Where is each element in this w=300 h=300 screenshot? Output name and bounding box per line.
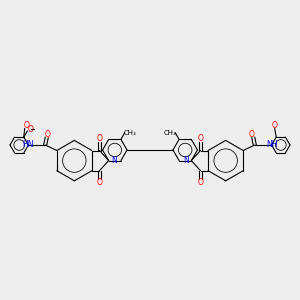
Text: CH₃: CH₃ <box>164 130 176 136</box>
Text: O: O <box>198 134 203 143</box>
Text: NH: NH <box>266 140 278 149</box>
Text: CH₃: CH₃ <box>124 130 136 136</box>
Text: O: O <box>45 130 51 139</box>
Text: O: O <box>97 178 102 187</box>
Text: N: N <box>111 156 117 165</box>
Text: HN: HN <box>22 140 34 149</box>
Text: O: O <box>97 134 102 143</box>
Text: O: O <box>23 121 29 130</box>
Text: O: O <box>272 121 278 130</box>
Text: O: O <box>28 125 34 134</box>
Text: O: O <box>249 130 255 139</box>
Text: O: O <box>198 178 203 187</box>
Text: N: N <box>183 156 189 165</box>
